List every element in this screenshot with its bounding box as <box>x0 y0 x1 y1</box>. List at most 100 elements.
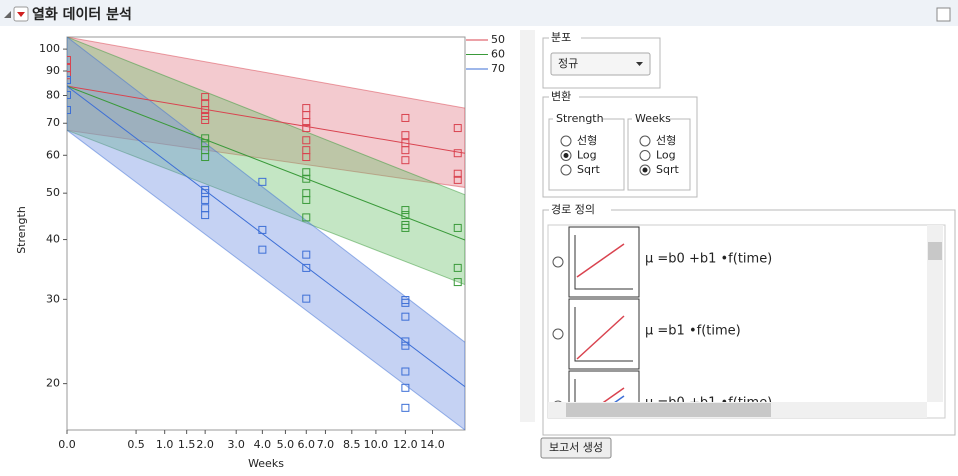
v-scrollbar[interactable] <box>927 225 943 402</box>
v-thumb[interactable] <box>928 242 942 260</box>
label-bg <box>632 112 670 126</box>
x-tick-label: 7.0 <box>317 438 335 451</box>
radio-dot <box>642 167 648 173</box>
radio-label: Log <box>577 149 597 162</box>
radio[interactable] <box>552 256 564 268</box>
plot <box>67 37 465 430</box>
point <box>302 294 311 303</box>
icon-axes <box>574 379 576 402</box>
menu-icon <box>17 12 25 17</box>
y-tick-label: 90 <box>46 64 60 77</box>
x-tick-label: 3.0 <box>227 438 245 451</box>
scrollbar[interactable] <box>520 30 535 422</box>
x-tick-label: 0.5 <box>127 438 145 451</box>
point <box>302 124 311 133</box>
y-tick-label: 100 <box>39 42 60 55</box>
point <box>401 341 410 350</box>
fit-line <box>67 85 465 154</box>
radio[interactable] <box>552 328 564 340</box>
point <box>453 149 462 158</box>
point <box>302 263 311 272</box>
icon-line <box>614 395 625 402</box>
y-axis-label: Strength <box>15 206 28 254</box>
x-tick-label: 8.5 <box>343 438 361 451</box>
radio-label: 선형 <box>577 134 597 147</box>
point <box>302 168 311 177</box>
radio[interactable] <box>639 135 651 147</box>
point <box>67 71 71 80</box>
x-tick-label: 2.0 <box>196 438 214 451</box>
confidence-band <box>67 37 465 286</box>
model-formula: μ =b1 •f(time) <box>645 324 741 339</box>
point <box>401 367 410 376</box>
point <box>201 106 210 115</box>
models: μ =b0 +b1 •f(time) μ =b1 •f(time) μ =b0 +b… <box>552 226 772 411</box>
point <box>302 174 311 183</box>
point <box>401 206 410 215</box>
radio[interactable] <box>553 400 563 411</box>
legend-label: 70 <box>491 62 505 75</box>
point <box>302 153 311 162</box>
h-thumb[interactable] <box>566 403 771 417</box>
label-bg <box>549 202 611 216</box>
legend-label: 60 <box>491 48 505 61</box>
distribution-title: 분포 <box>551 31 571 44</box>
x-tick-label: 10.0 <box>364 438 389 451</box>
icon-line <box>602 387 625 402</box>
point <box>201 153 210 162</box>
distribution-dropdown[interactable] <box>550 52 651 76</box>
point <box>453 223 462 232</box>
radio-label: 선형 <box>656 134 676 147</box>
radio[interactable] <box>560 164 572 176</box>
point <box>201 116 210 125</box>
point <box>302 195 311 204</box>
fit-line <box>67 85 465 241</box>
point <box>401 312 410 321</box>
title: 열화 데이터 분석 <box>32 6 132 23</box>
point <box>258 245 267 254</box>
y-tick-label: 50 <box>46 186 60 199</box>
button-label: 보고서 생성 <box>549 441 603 454</box>
x-tick-label: 1.0 <box>156 438 174 451</box>
point <box>401 223 410 232</box>
x-tick-label: 6.0 <box>298 438 316 451</box>
point <box>302 136 311 145</box>
point <box>302 250 311 259</box>
point <box>453 124 462 133</box>
radio[interactable] <box>639 150 651 161</box>
point <box>67 90 71 99</box>
legend-label: 50 <box>491 33 505 46</box>
point <box>302 213 311 222</box>
point <box>401 131 410 140</box>
icon-line <box>576 243 625 278</box>
icon-axes <box>574 307 633 362</box>
label-bg <box>549 89 579 103</box>
label-bg <box>553 112 603 126</box>
pin-button[interactable] <box>936 7 951 22</box>
point <box>67 64 71 73</box>
point <box>201 111 210 120</box>
transform-box <box>542 96 698 198</box>
radio[interactable] <box>560 135 572 147</box>
point <box>453 278 462 287</box>
point <box>201 211 210 220</box>
point <box>401 403 410 412</box>
point <box>401 337 410 346</box>
collapse[interactable] <box>4 11 11 18</box>
y-tick-label: 30 <box>46 292 60 305</box>
point <box>401 146 410 155</box>
model-icon <box>568 298 640 370</box>
point <box>302 118 311 127</box>
report-button[interactable] <box>540 437 612 459</box>
x-tick-label: 12.0 <box>393 438 418 451</box>
fit-line <box>67 85 465 388</box>
group-title: Weeks <box>635 112 671 125</box>
model-formula: μ =b0 +b1 •f(time) <box>645 252 772 267</box>
model-icon <box>568 226 640 298</box>
model-icon <box>568 370 640 402</box>
y-tick-label: 20 <box>46 377 60 390</box>
confidence-band <box>67 37 465 188</box>
point <box>67 75 71 84</box>
icon-axes <box>574 235 633 290</box>
